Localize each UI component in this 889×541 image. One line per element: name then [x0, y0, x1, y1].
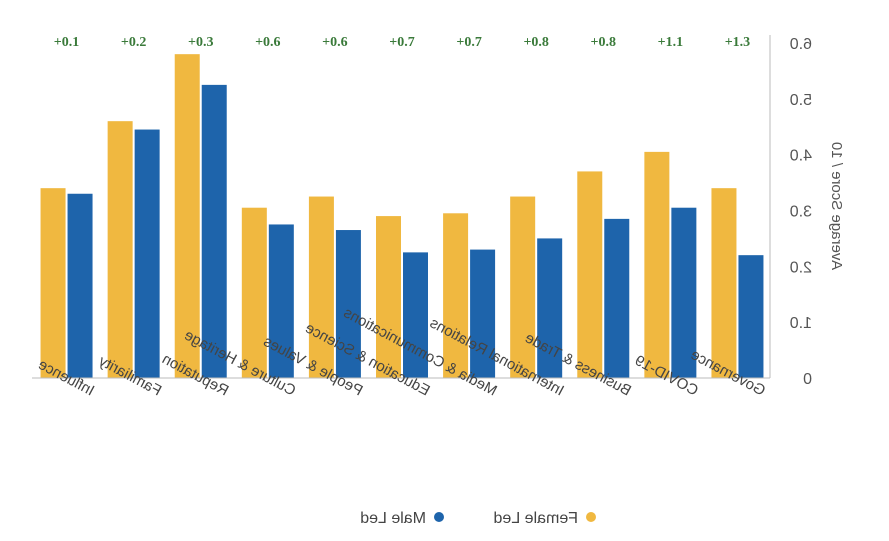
bar-male-led — [604, 218, 630, 378]
bar-female-led — [241, 207, 267, 378]
bar-male-led — [738, 255, 764, 378]
y-tick-label: 6.0 — [790, 36, 812, 53]
y-tick-labels: 0 1.0 2.0 3.0 4.0 5.0 6.0 — [790, 36, 812, 388]
bar-male-led — [470, 249, 496, 378]
legend[interactable]: Female Led Male Led — [360, 510, 596, 527]
difference-label: +1.1 — [658, 35, 683, 50]
difference-label: +0.8 — [523, 35, 548, 50]
bar-female-led — [644, 151, 670, 378]
bar-female-led — [40, 188, 66, 378]
y-tick-label: 1.0 — [790, 315, 812, 332]
difference-label: +0.7 — [456, 35, 481, 50]
bar-female-led — [376, 216, 401, 378]
difference-label: +0.3 — [188, 35, 213, 50]
legend-item-female-led[interactable]: Female Led — [494, 510, 597, 527]
legend-label: Female Led — [494, 510, 579, 527]
difference-label: +0.7 — [389, 35, 414, 50]
female-led-swatch-icon — [586, 512, 596, 522]
bar-female-led — [577, 171, 603, 378]
bar-male-led — [403, 252, 428, 378]
bar-male-led — [268, 224, 294, 378]
y-tick-label: 5.0 — [790, 92, 812, 109]
bar-male-led — [201, 84, 227, 378]
male-led-swatch-icon — [434, 512, 444, 522]
legend-label: Male Led — [360, 510, 426, 527]
bar-female-led — [107, 121, 133, 379]
difference-label: +0.6 — [322, 35, 347, 50]
y-tick-label: 2.0 — [790, 259, 812, 276]
difference-label: +0.6 — [255, 35, 280, 50]
difference-labels: +1.3 +1.1 +0.8 +0.8 +0.7 +0.7 +0.6 +0.6 +0.3 +0.2… — [54, 35, 750, 50]
difference-label: +1.3 — [725, 35, 750, 50]
bar-male-led — [134, 129, 160, 378]
bar-male-led — [671, 207, 697, 378]
y-tick-label: 4.0 — [790, 148, 812, 165]
difference-label: +0.1 — [54, 35, 79, 50]
y-tick-label: 3.0 — [790, 204, 812, 221]
y-axis-title: Average Score / 10 — [828, 142, 845, 270]
bar-female-led — [711, 188, 737, 378]
bar-male-led — [67, 193, 93, 378]
bar-male-led — [537, 238, 563, 378]
y-tick-label: 0 — [803, 371, 812, 388]
bar-female-led — [308, 196, 334, 378]
bar-female-led — [174, 54, 200, 379]
bars-layer — [40, 54, 764, 379]
bar-female-led — [510, 196, 536, 378]
difference-label: +0.8 — [591, 35, 616, 50]
legend-item-male-led[interactable]: Male Led — [360, 510, 444, 527]
bar-female-led — [443, 213, 469, 378]
bar-male-led — [335, 230, 361, 378]
difference-label: +0.2 — [121, 35, 146, 50]
